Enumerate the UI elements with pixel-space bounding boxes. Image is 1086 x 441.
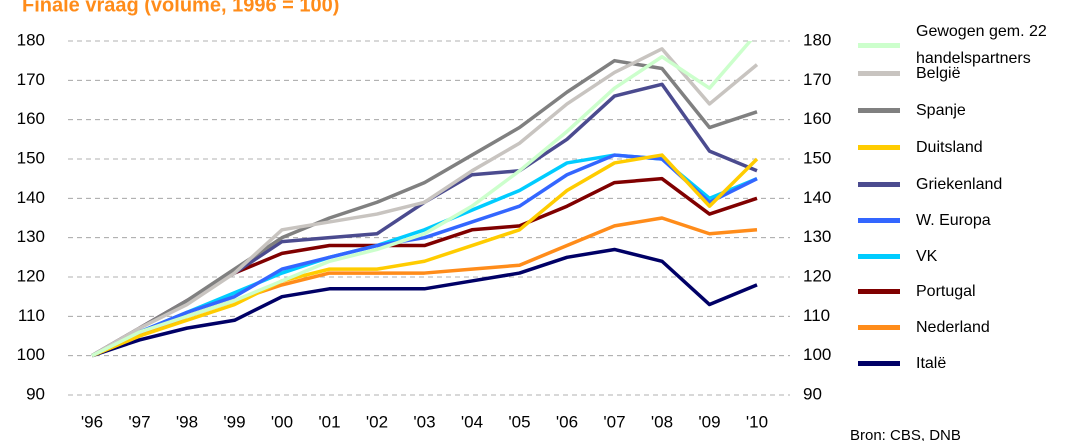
- legend-label: Portugal: [916, 283, 976, 300]
- legend-swatch: [858, 325, 900, 330]
- x-tick-label: '00: [271, 412, 293, 431]
- y-tick-label: 140: [17, 188, 45, 207]
- y2-tick-label: 150: [803, 148, 831, 167]
- legend-label: W. Europa: [916, 212, 991, 229]
- x-tick-label: '03: [413, 412, 435, 431]
- x-tick-label: '96: [81, 412, 103, 431]
- legend-swatch: [858, 254, 900, 259]
- x-tick-label: '97: [128, 412, 150, 431]
- series-line: [91, 47, 759, 358]
- legend-swatch: [858, 361, 900, 366]
- series-line: [91, 41, 753, 358]
- x-tick-label: '07: [603, 412, 625, 431]
- y-tick-label: 120: [17, 266, 45, 285]
- legend-item: België: [858, 60, 960, 87]
- legend-item: W. Europa: [858, 207, 991, 234]
- y2-tick-label: 140: [803, 188, 831, 207]
- legend-label: Gewogen gem. 22 handelspartners: [916, 23, 1047, 67]
- y-tick-label: 150: [17, 148, 45, 167]
- legend-item: Duitsland: [858, 134, 983, 161]
- legend-label: Nederland: [916, 319, 990, 336]
- y2-tick-label: 180: [803, 30, 831, 49]
- legend-label: Duitsland: [916, 139, 983, 156]
- legend-label: België: [916, 65, 961, 82]
- legend-item: Nederland: [858, 314, 990, 341]
- legend-swatch: [858, 182, 900, 187]
- y-tick-label: 100: [17, 345, 45, 364]
- legend-item: VK: [858, 243, 937, 270]
- legend-label: VK: [916, 248, 938, 265]
- x-tick-label: '09: [698, 412, 720, 431]
- x-tick-label: '05: [508, 412, 530, 431]
- y-tick-label: 110: [18, 306, 45, 325]
- y2-tick-label: 120: [803, 266, 831, 285]
- series-line: [91, 153, 759, 358]
- y2-tick-label: 170: [803, 70, 831, 89]
- legend-item: Gewogen gem. 22 handelspartners: [858, 18, 1086, 72]
- legend-swatch: [858, 145, 900, 150]
- y2-tick-label: 160: [803, 109, 831, 128]
- legend-swatch: [858, 218, 900, 223]
- chart-title: Finale vraag (volume, 1996 = 100): [22, 0, 339, 16]
- y2-tick-label: 130: [803, 227, 831, 246]
- legend-item: Spanje: [858, 97, 966, 124]
- x-tick-label: '04: [461, 412, 483, 431]
- legend-label: Italë: [916, 355, 947, 372]
- y-tick-label: 90: [26, 384, 45, 403]
- legend-item: Portugal: [858, 278, 976, 305]
- source: Bron: CBS, DNB: [850, 427, 961, 441]
- x-tick-label: '08: [651, 412, 673, 431]
- y-tick-label: 170: [17, 70, 45, 89]
- legend-swatch: [858, 42, 900, 48]
- legend-swatch: [858, 108, 900, 113]
- y-tick-label: 160: [17, 109, 45, 128]
- x-tick-label: '99: [223, 412, 245, 431]
- legend-label: Griekenland: [916, 176, 1003, 193]
- x-tick-label: '02: [366, 412, 388, 431]
- legend-label: Spanje: [916, 102, 966, 119]
- legend-item: Italë: [858, 350, 946, 377]
- x-tick-label: '10: [746, 412, 768, 431]
- y2-tick-label: 100: [803, 345, 831, 364]
- y2-tick-label: 90: [803, 384, 822, 403]
- y2-tick-label: 110: [803, 306, 830, 325]
- y-tick-label: 180: [17, 30, 45, 49]
- legend-swatch: [858, 289, 900, 294]
- y-tick-label: 130: [17, 227, 45, 246]
- x-tick-label: '06: [556, 412, 578, 431]
- x-tick-label: '98: [176, 412, 198, 431]
- series-line: [91, 247, 758, 358]
- legend-item: Griekenland: [858, 171, 1002, 198]
- legend-swatch: [858, 71, 900, 76]
- plot: [91, 41, 759, 358]
- x-tick-label: '01: [318, 412, 340, 431]
